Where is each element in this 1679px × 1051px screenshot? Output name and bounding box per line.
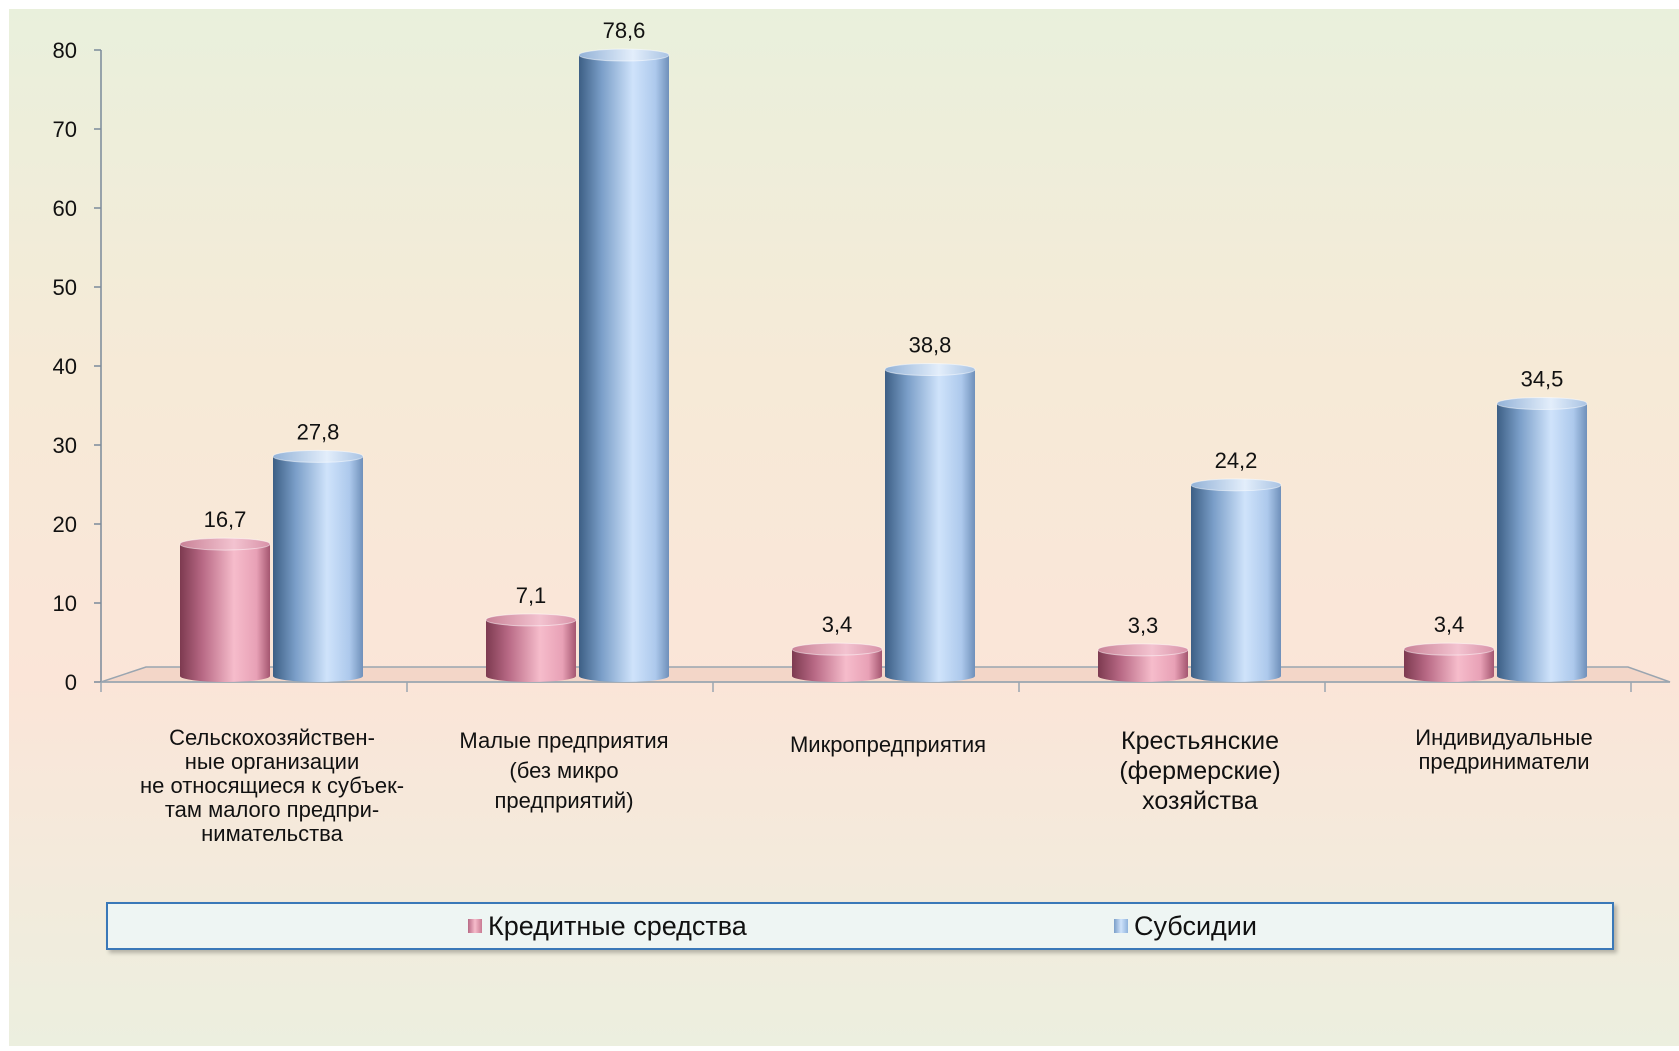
- bar-top: [791, 642, 883, 656]
- bar: [1190, 478, 1282, 682]
- category-label: Сельскохозяйствен- ные организации не от…: [139, 725, 405, 846]
- data-label: 24,2: [1215, 448, 1258, 473]
- bar-top: [1190, 478, 1282, 492]
- data-label: 38,8: [909, 332, 952, 357]
- bar-body: [1191, 484, 1281, 682]
- bar-body: [1098, 649, 1188, 682]
- y-tick-label: 40: [53, 354, 77, 379]
- chart-background: [9, 9, 1679, 1046]
- bar-top: [1496, 396, 1588, 410]
- bar: [791, 642, 883, 682]
- bar-top: [578, 48, 670, 62]
- data-label: 3,4: [822, 612, 853, 637]
- bar: [179, 537, 271, 682]
- legend-swatch-subsidy: [1114, 918, 1128, 933]
- legend-label-credit: Кредитные средства: [488, 911, 747, 941]
- bar: [1097, 643, 1189, 682]
- data-label: 7,1: [516, 583, 547, 608]
- y-tick-label: 20: [53, 512, 77, 537]
- y-tick-label: 70: [53, 117, 77, 142]
- bar: [1403, 642, 1495, 682]
- category-label: Микропредприятия: [789, 732, 987, 757]
- y-tick-label: 50: [53, 275, 77, 300]
- y-tick-label: 10: [53, 591, 77, 616]
- data-label: 16,7: [204, 507, 247, 532]
- bar-top: [1403, 642, 1495, 656]
- bar-top: [884, 362, 976, 376]
- bar-body: [579, 55, 669, 683]
- bar-layer: [179, 48, 1588, 683]
- category-label: Индивидуальные предриниматели: [1415, 725, 1593, 774]
- bar-top: [179, 537, 271, 551]
- legend: Кредитные средства Субсидии: [106, 902, 1614, 950]
- y-tick-label: 80: [53, 38, 77, 63]
- legend-swatch-credit: [468, 918, 482, 933]
- bar: [485, 613, 577, 682]
- data-label-layer: 16,7 27,8 7,1 78,6 3,4 38,8 3,3 24,2 3,4 34,5: [204, 18, 1564, 638]
- bar-top: [272, 449, 364, 463]
- y-tick-label: 0: [65, 670, 77, 695]
- y-tick-label: 30: [53, 433, 77, 458]
- bar: [578, 48, 670, 683]
- bar: [1496, 396, 1588, 682]
- bar-body: [486, 619, 576, 682]
- bar-body: [1497, 403, 1587, 682]
- bar-body: [885, 369, 975, 682]
- bar-top: [1097, 643, 1189, 657]
- bar: [884, 362, 976, 682]
- legend-item-subsidy: Субсидии: [1114, 911, 1257, 941]
- bar-body: [792, 649, 882, 682]
- bar: [272, 449, 364, 682]
- data-label: 3,4: [1434, 612, 1465, 637]
- category-label: Крестьянские (фермерские) хозяйства: [1119, 727, 1281, 815]
- legend-label-subsidy: Субсидии: [1134, 911, 1257, 941]
- data-label: 78,6: [603, 18, 646, 43]
- bar-top: [485, 613, 577, 627]
- data-label: 27,8: [297, 419, 340, 444]
- legend-item-credit: Кредитные средства: [468, 911, 747, 941]
- bar-body: [180, 544, 270, 682]
- bar-body: [1404, 649, 1494, 682]
- data-label: 3,3: [1128, 613, 1159, 638]
- data-label: 34,5: [1521, 366, 1564, 391]
- bar-body: [273, 456, 363, 682]
- y-tick-label: 60: [53, 196, 77, 221]
- category-label: Малые предприятия (без микро предприятий…: [459, 728, 669, 813]
